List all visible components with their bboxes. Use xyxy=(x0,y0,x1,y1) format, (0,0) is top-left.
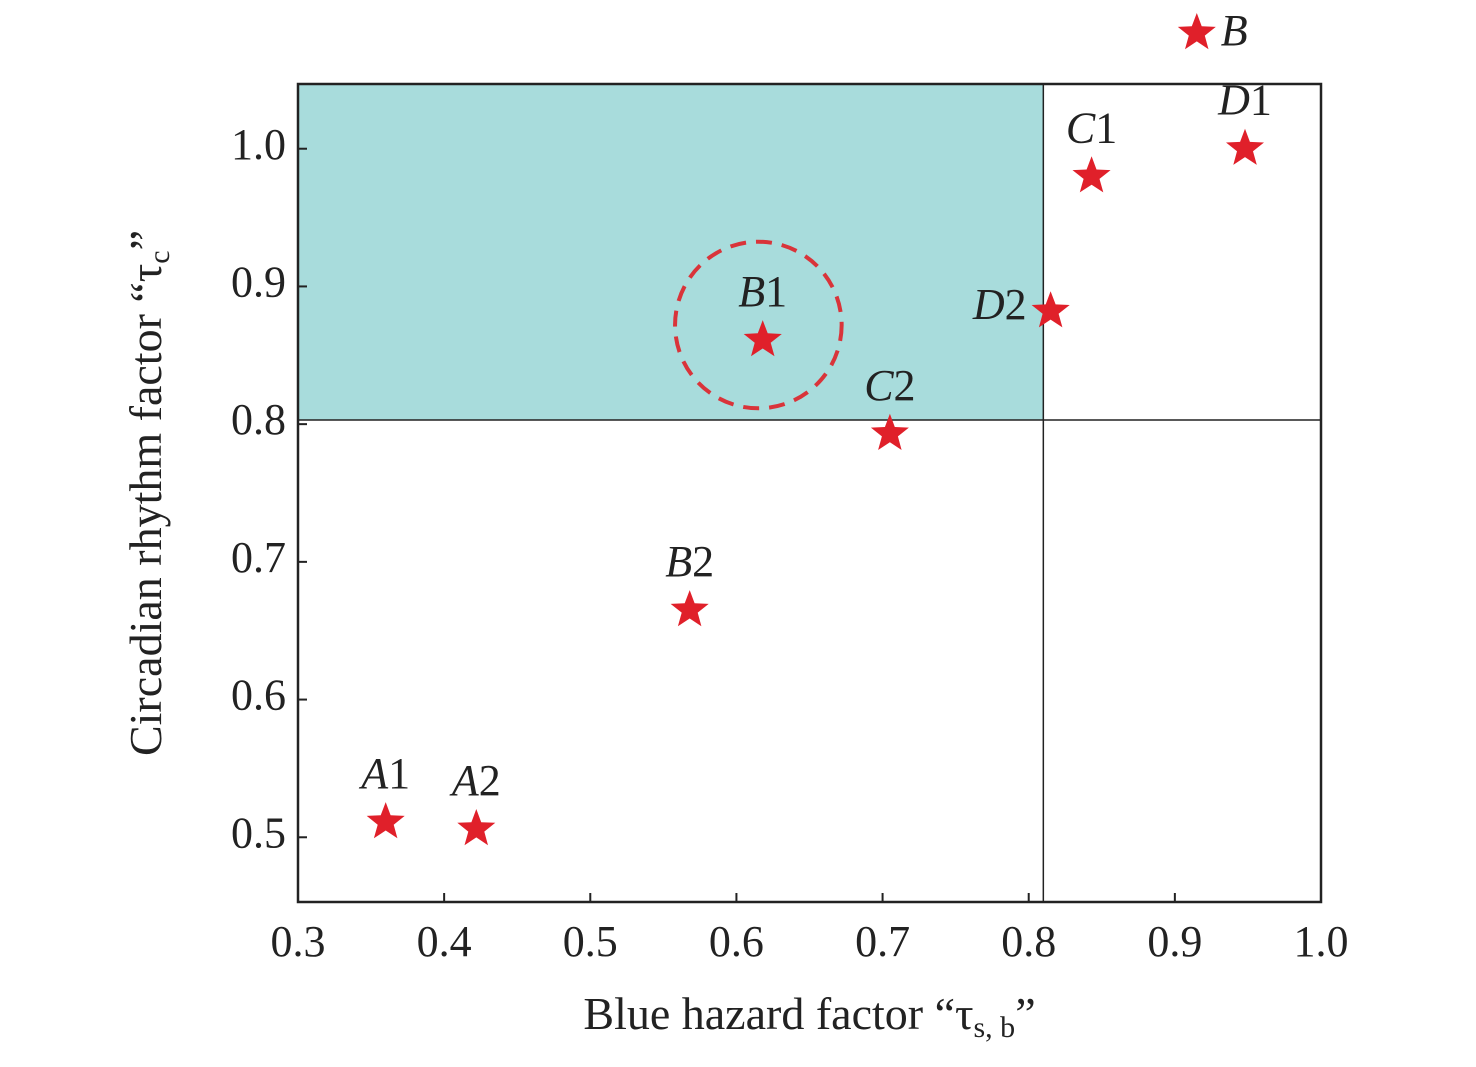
point-label: A1 xyxy=(358,749,410,798)
xlabel: Blue hazard factor “τs, b” xyxy=(583,988,1035,1044)
xlabel-sub: s, b xyxy=(974,1011,1016,1044)
point-label: A2 xyxy=(449,756,501,805)
y-tick-label: 1.0 xyxy=(231,120,286,169)
highlight-circle xyxy=(673,239,844,411)
xlabel-text: Blue hazard factor “τ xyxy=(583,988,973,1039)
point xyxy=(1226,128,1264,165)
ylabel-text: Circadian rhythm factor “τ xyxy=(120,264,171,756)
y-tick-label: 0.7 xyxy=(231,533,286,582)
point-label: D2 xyxy=(972,280,1027,329)
point-label: B2 xyxy=(665,537,714,586)
xlabel-end: ” xyxy=(1015,988,1035,1039)
point xyxy=(1177,13,1216,50)
y-tick-label: 0.9 xyxy=(231,258,286,307)
point-label: D1 xyxy=(1217,76,1272,125)
x-tick-label: 0.5 xyxy=(563,917,618,966)
point xyxy=(1072,156,1111,193)
plot-frame xyxy=(296,82,1323,904)
y-tick-label: 0.8 xyxy=(231,395,286,444)
ylabel: Circadian rhythm factor “τc” xyxy=(120,230,176,756)
x-tick-label: 0.4 xyxy=(417,917,472,966)
x-tick-label: 0.3 xyxy=(271,917,326,966)
y-tick-label: 0.5 xyxy=(231,808,286,857)
x-tick-label: 1.0 xyxy=(1294,917,1349,966)
ylabel-end: ” xyxy=(120,230,171,250)
point-label: B1 xyxy=(738,267,787,316)
point xyxy=(366,802,405,839)
point xyxy=(670,590,709,627)
point xyxy=(1031,291,1070,328)
point-label: C1 xyxy=(1066,103,1117,152)
target-region xyxy=(298,84,1044,421)
point xyxy=(457,809,496,846)
ylabel-sub: c xyxy=(143,250,176,263)
point-label: B xyxy=(1221,6,1248,55)
x-tick-label: 0.6 xyxy=(709,917,764,966)
point xyxy=(870,413,909,450)
point xyxy=(743,320,782,357)
x-tick-label: 0.7 xyxy=(855,917,910,966)
point-label: C2 xyxy=(864,361,915,410)
x-tick-label: 0.8 xyxy=(1001,917,1056,966)
x-tick-label: 0.9 xyxy=(1147,917,1202,966)
y-tick-label: 0.6 xyxy=(231,671,286,720)
